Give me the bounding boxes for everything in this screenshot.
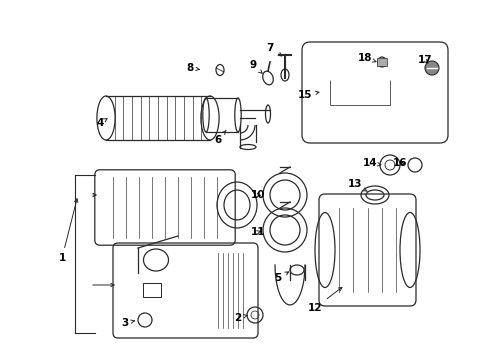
Text: 7: 7: [266, 43, 281, 56]
Text: 16: 16: [392, 158, 407, 168]
Bar: [142, 283, 161, 297]
Text: 2: 2: [234, 313, 247, 323]
Text: 11: 11: [250, 227, 264, 237]
Text: 13: 13: [347, 179, 366, 192]
Circle shape: [424, 61, 438, 75]
Text: 12: 12: [307, 287, 341, 313]
Text: 1: 1: [58, 199, 78, 263]
Text: 8: 8: [186, 63, 199, 73]
Text: 3: 3: [121, 318, 134, 328]
Text: 6: 6: [214, 130, 226, 145]
Text: 4: 4: [96, 118, 107, 128]
Text: 9: 9: [249, 60, 262, 73]
Text: 14: 14: [362, 158, 380, 168]
Text: 17: 17: [417, 55, 431, 65]
Text: 5: 5: [274, 272, 288, 283]
Bar: [376, 58, 386, 66]
Text: 15: 15: [297, 90, 318, 100]
Text: 18: 18: [357, 53, 375, 63]
Text: 10: 10: [250, 190, 264, 200]
